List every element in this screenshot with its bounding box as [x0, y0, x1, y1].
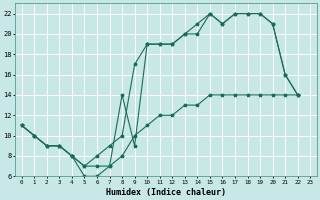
- X-axis label: Humidex (Indice chaleur): Humidex (Indice chaleur): [106, 188, 226, 197]
